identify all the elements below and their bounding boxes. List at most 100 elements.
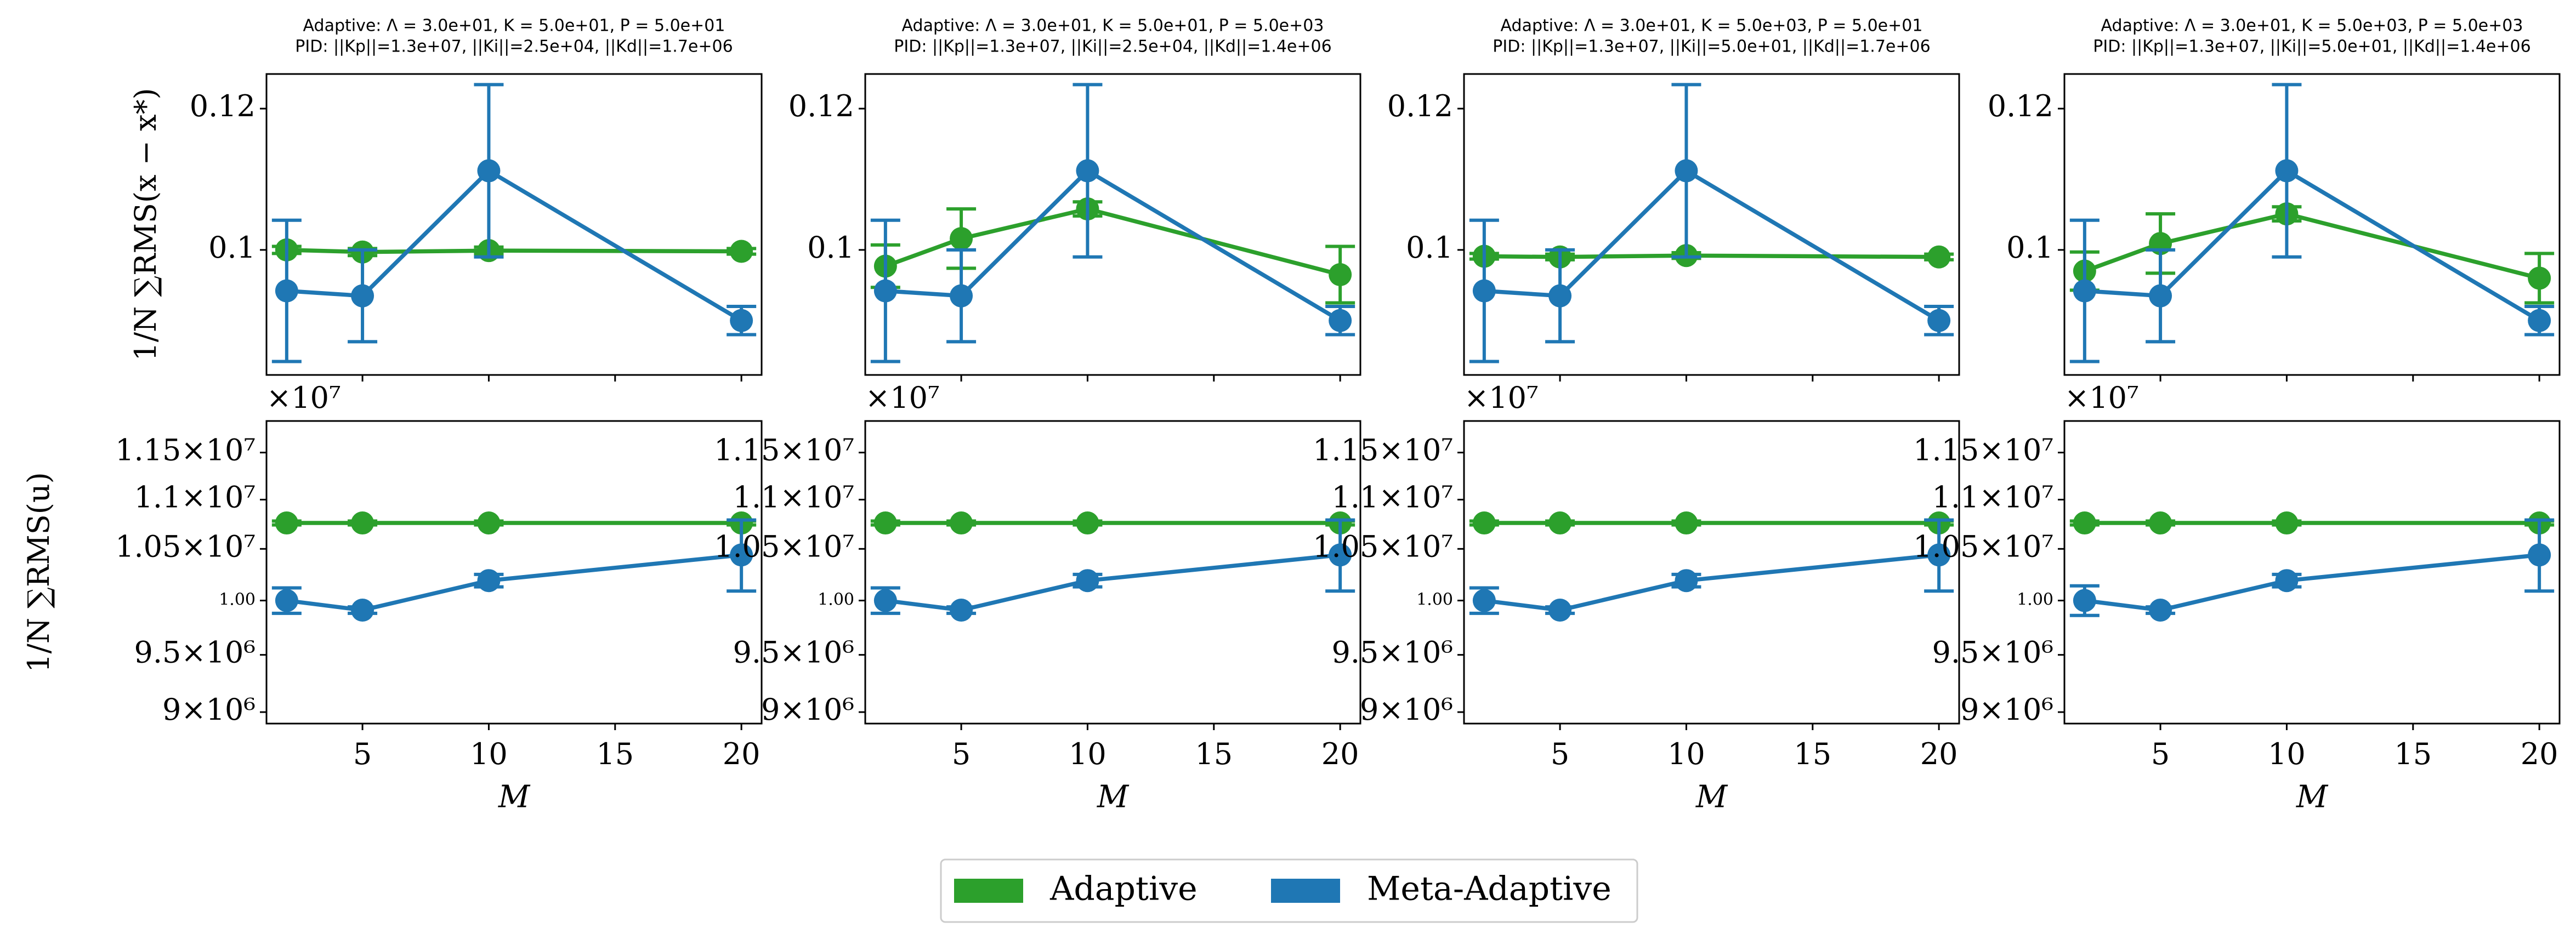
axes-frame	[1463, 420, 1960, 725]
marker	[1472, 279, 1496, 303]
marker	[873, 589, 897, 612]
y-tick-label: 1.1×10⁷	[1332, 480, 1453, 514]
subplot-title: Adaptive: Λ = 3.0e+01, K = 5.0e+03, P = …	[1501, 16, 1923, 36]
subplot-subtitle: PID: ||Kp||=1.3e+07, ||Ki||=2.5e+04, ||K…	[295, 37, 733, 56]
marker	[1076, 159, 1099, 183]
axes-frame	[2063, 73, 2561, 376]
marker	[1927, 309, 1951, 332]
x-tick-label: 5	[2151, 737, 2170, 771]
axes-frame	[864, 420, 1361, 725]
series-line	[2084, 553, 2540, 612]
marker	[1927, 543, 1951, 567]
x-tick-label: 10	[470, 737, 508, 771]
series-line	[885, 553, 1341, 612]
series-line	[884, 207, 1341, 277]
marker	[351, 284, 375, 308]
x-axis-label: M	[1097, 779, 1130, 815]
marker	[730, 309, 753, 332]
plot-area	[2069, 511, 2555, 622]
x-tick-label: 10	[1667, 737, 1705, 771]
marker	[351, 599, 375, 622]
legend-swatch	[1271, 879, 1340, 903]
plot-area	[1469, 511, 1954, 622]
marker	[2149, 511, 2172, 535]
x-axis-label: M	[2296, 779, 2329, 815]
x-tick-label: 20	[1321, 737, 1359, 771]
y-tick-label: 1.15×10⁷	[1313, 433, 1453, 468]
subplot: 5 10 15 209×10⁶9.5×10⁶1.001.05×10⁷1.1×10⁷1.…	[1913, 380, 2561, 815]
x-tick-label: 20	[2521, 737, 2558, 771]
y-tick-label: 9.5×10⁶	[1932, 635, 2053, 670]
y-tick-label: 9×10⁶	[761, 692, 854, 727]
subplot-subtitle: PID: ||Kp||=1.3e+07, ||Ki||=2.5e+04, ||K…	[894, 37, 1331, 56]
marker	[730, 543, 753, 567]
x-tick-label: 15	[2394, 737, 2432, 771]
y-tick-label: 0.12	[1988, 89, 2053, 123]
x-axis-label: M	[1695, 779, 1728, 815]
legend-swatch	[954, 879, 1023, 903]
subplot-title: Adaptive: Λ = 3.0e+01, K = 5.0e+01, P = …	[303, 16, 725, 36]
y-tick-label: 0.1	[807, 230, 854, 265]
y-tick-label: 1.05×10⁷	[1313, 529, 1453, 564]
marker	[2275, 569, 2299, 593]
marker	[1329, 543, 1352, 567]
subplot-subtitle: PID: ||Kp||=1.3e+07, ||Ki||=5.0e+01, ||K…	[2093, 37, 2530, 56]
y-tick-label: 9.5×10⁶	[733, 635, 854, 670]
marker	[2149, 284, 2172, 308]
subplot: 5 10 15 209×10⁶9.5×10⁶1.001.05×10⁷1.1×10⁷1.…	[1313, 380, 1960, 815]
marker	[351, 511, 375, 535]
marker	[1675, 511, 1698, 535]
y-tick-label: 9.5×10⁶	[134, 635, 256, 670]
plot-area	[2069, 83, 2555, 363]
y-axis-label: 1/N ∑RMS(u)	[21, 472, 56, 672]
marker	[2073, 589, 2096, 612]
y-tick-label: 1.00	[818, 590, 854, 610]
marker	[477, 159, 501, 183]
y-tick-label: 9×10⁶	[1360, 692, 1453, 727]
subplot-title: Adaptive: Λ = 3.0e+01, K = 5.0e+03, P = …	[2101, 16, 2523, 36]
marker	[1548, 599, 1572, 622]
axes-frame	[265, 420, 763, 725]
plot-area	[1469, 83, 1954, 363]
marker	[2275, 159, 2299, 183]
subplot-title: Adaptive: Λ = 3.0e+01, K = 5.0e+01, P = …	[902, 16, 1324, 36]
x-tick-label: 15	[596, 737, 634, 771]
marker	[950, 599, 973, 622]
x-tick-label: 15	[1794, 737, 1831, 771]
marker	[275, 279, 298, 303]
x-axis-label: M	[498, 779, 531, 815]
y-tick-label: 0.12	[1387, 89, 1453, 123]
marker	[477, 569, 501, 593]
marker	[2528, 309, 2551, 332]
x-tick-label: 20	[1920, 737, 1958, 771]
marker	[2528, 543, 2551, 567]
y-tick-label: 1.05×10⁷	[1913, 529, 2053, 564]
marker	[873, 279, 897, 303]
x-tick-label: 15	[1195, 737, 1233, 771]
subplot: Adaptive: Λ = 3.0e+01, K = 5.0e+03, P = …	[1988, 16, 2561, 382]
marker	[2073, 511, 2096, 535]
axes-frame	[1463, 73, 1960, 376]
marker	[950, 227, 973, 251]
offset-text: ×10⁷	[865, 380, 940, 415]
y-tick-label: 1.00	[219, 590, 256, 610]
series-line	[1484, 168, 1940, 322]
y-tick-label: 9×10⁶	[1960, 692, 2053, 727]
offset-text: ×10⁷	[266, 380, 341, 415]
marker	[1076, 511, 1099, 535]
subplot: Adaptive: Λ = 3.0e+01, K = 5.0e+01, P = …	[788, 16, 1361, 382]
marker	[1076, 569, 1099, 593]
offset-text: ×10⁷	[2064, 380, 2139, 415]
y-tick-label: 0.1	[2006, 230, 2053, 265]
plot-area	[870, 83, 1355, 363]
y-tick-label: 0.1	[208, 230, 256, 265]
series-line	[1484, 253, 1939, 259]
marker	[1329, 309, 1352, 332]
marker	[1675, 569, 1698, 593]
marker	[1548, 284, 1572, 308]
legend-label: Adaptive	[1049, 870, 1198, 908]
y-tick-label: 1.05×10⁷	[714, 529, 854, 564]
y-tick-label: 0.1	[1406, 230, 1453, 265]
marker	[1472, 589, 1496, 612]
